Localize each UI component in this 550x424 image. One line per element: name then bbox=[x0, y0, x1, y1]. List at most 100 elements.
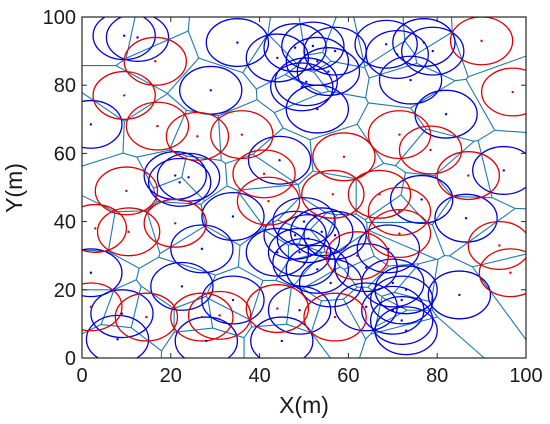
voronoi-edge bbox=[267, 17, 272, 35]
coverage-circle bbox=[301, 169, 365, 219]
voronoi-edge bbox=[432, 309, 438, 318]
voronoi-edge bbox=[365, 97, 369, 104]
voronoi-edge bbox=[207, 298, 214, 329]
voronoi-edge bbox=[158, 253, 161, 258]
voronoi-edge bbox=[455, 78, 467, 82]
voronoi-edge bbox=[125, 17, 136, 59]
voronoi-edge bbox=[168, 110, 188, 151]
node-point bbox=[398, 232, 401, 235]
coverage-circle bbox=[90, 289, 154, 339]
coverage-circle bbox=[236, 176, 301, 226]
coverage-circle bbox=[96, 207, 161, 257]
voronoi-edge bbox=[356, 102, 369, 125]
voronoi-edge bbox=[388, 263, 420, 267]
coverage-circle bbox=[303, 292, 367, 342]
coverage-circle bbox=[401, 26, 465, 76]
voronoi-edge bbox=[343, 298, 367, 340]
y-tick-label: 40 bbox=[54, 212, 76, 234]
voronoi-edge bbox=[100, 289, 115, 325]
voronoi-edge bbox=[218, 99, 258, 117]
voronoi-edge bbox=[467, 55, 526, 78]
coverage-circle bbox=[285, 84, 350, 134]
voronoi-edge bbox=[82, 152, 124, 167]
coverage-circle bbox=[472, 145, 526, 195]
node-point bbox=[305, 80, 308, 83]
voronoi-edge bbox=[394, 291, 432, 303]
coverage-circle bbox=[250, 316, 314, 358]
coverage-circle bbox=[94, 166, 159, 216]
node-point bbox=[431, 49, 434, 53]
voronoi-edge bbox=[297, 184, 302, 197]
node-point bbox=[400, 298, 403, 302]
axis-ticks: 0 20 40 60 80 100 0 20 40 60 80 100 bbox=[43, 7, 543, 387]
coverage-circle bbox=[125, 101, 190, 151]
voronoi-edge bbox=[274, 92, 322, 114]
voronoi-edge bbox=[437, 316, 485, 358]
voronoi-edge bbox=[275, 279, 292, 287]
voronoi-edge bbox=[339, 266, 345, 270]
coverage-circle bbox=[210, 110, 274, 160]
coverage-circle bbox=[392, 18, 456, 68]
voronoi-edge bbox=[393, 263, 420, 293]
node-point bbox=[231, 215, 235, 218]
coverage-circle bbox=[389, 174, 454, 224]
node-point bbox=[120, 312, 124, 315]
voronoi-edge bbox=[167, 93, 187, 111]
voronoi-edge bbox=[173, 295, 207, 310]
coverage-circle bbox=[232, 149, 296, 199]
voronoi-edge bbox=[353, 17, 366, 67]
node-point bbox=[391, 281, 394, 285]
x-tick-label: 0 bbox=[76, 365, 87, 387]
voronoi-edge bbox=[204, 185, 228, 202]
coverage-circle bbox=[276, 214, 341, 264]
node-point bbox=[429, 148, 432, 152]
voronoi-edge bbox=[82, 195, 116, 213]
node-point bbox=[200, 315, 204, 319]
node-point bbox=[122, 94, 126, 97]
node-point bbox=[187, 176, 190, 179]
coverage-circle bbox=[245, 227, 310, 277]
voronoi-edge bbox=[146, 210, 161, 254]
voronoi-edge bbox=[358, 338, 367, 358]
node-point bbox=[422, 41, 426, 44]
voronoi-edge bbox=[242, 72, 257, 90]
voronoi-edge bbox=[187, 17, 190, 32]
voronoi-edge bbox=[364, 67, 370, 79]
voronoi-edge bbox=[140, 285, 175, 310]
voronoi-edge bbox=[368, 102, 411, 109]
voronoi-edge bbox=[115, 210, 147, 213]
node-point bbox=[205, 339, 208, 343]
voronoi-edge bbox=[205, 295, 209, 299]
node-point bbox=[267, 199, 270, 203]
node-point bbox=[320, 230, 323, 234]
voronoi-edge bbox=[465, 76, 469, 80]
coverage-circle bbox=[361, 285, 425, 335]
node-point bbox=[420, 198, 423, 201]
voronoi-edge bbox=[365, 77, 370, 98]
node-point bbox=[89, 271, 93, 274]
node-point bbox=[89, 305, 93, 309]
voronoi-edge bbox=[465, 79, 496, 131]
voronoi-edge bbox=[322, 52, 332, 62]
node-point bbox=[218, 314, 221, 317]
node-point bbox=[127, 230, 130, 234]
node-point bbox=[384, 43, 388, 46]
voronoi-edge bbox=[313, 71, 330, 92]
voronoi-edge bbox=[474, 139, 479, 142]
coverage-circle bbox=[174, 316, 239, 358]
voronoi-edge bbox=[404, 40, 416, 56]
node-point bbox=[387, 247, 390, 251]
node-point bbox=[404, 288, 408, 291]
node-point bbox=[136, 36, 139, 39]
voronoi-edge bbox=[146, 201, 158, 212]
voronoi-edge bbox=[302, 287, 322, 302]
coverage-circle bbox=[270, 62, 334, 112]
node-point bbox=[280, 339, 283, 343]
coverage-circle bbox=[82, 203, 128, 253]
node-point bbox=[364, 266, 368, 269]
node-point bbox=[276, 307, 279, 310]
voronoi-edge bbox=[256, 99, 275, 114]
node-point bbox=[480, 39, 483, 43]
voronoi-edge bbox=[200, 204, 206, 226]
node-points bbox=[89, 34, 514, 343]
